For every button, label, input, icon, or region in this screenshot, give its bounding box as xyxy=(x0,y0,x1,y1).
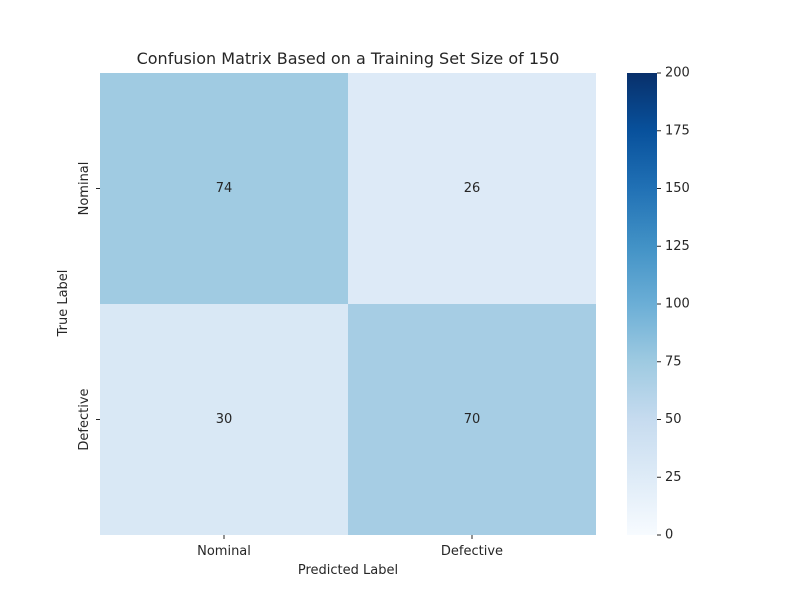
cell-value-nominal-defective: 26 xyxy=(464,181,481,196)
heatmap-cell-defective-nominal xyxy=(100,304,348,535)
colorbar-tick-label-100: 100 xyxy=(665,297,690,312)
x-tick-label-defective: Defective xyxy=(441,544,503,559)
heatmap-cell-nominal-nominal xyxy=(100,73,348,304)
chart-title: Confusion Matrix Based on a Training Set… xyxy=(137,49,560,68)
colorbar xyxy=(627,73,657,535)
heatmap-cell-labels: 74 26 30 70 xyxy=(216,181,481,427)
colorbar-tick-label-125: 125 xyxy=(665,239,690,254)
y-axis-label: True Label xyxy=(56,270,71,338)
y-axis: Nominal Defective xyxy=(77,162,100,451)
colorbar-tick-label-25: 25 xyxy=(665,470,682,485)
colorbar-tick-label-200: 200 xyxy=(665,66,690,81)
cell-value-defective-defective: 70 xyxy=(464,412,481,427)
cell-value-defective-nominal: 30 xyxy=(216,412,233,427)
colorbar-ticks: 0 25 50 75 100 125 150 175 200 xyxy=(657,66,690,543)
cell-value-nominal-nominal: 74 xyxy=(216,181,233,196)
y-tick-label-defective: Defective xyxy=(77,388,92,450)
colorbar-tick-label-0: 0 xyxy=(665,528,673,543)
heatmap-cells xyxy=(100,73,596,535)
heatmap-cell-defective-defective xyxy=(348,304,596,535)
x-tick-label-nominal: Nominal xyxy=(197,544,251,559)
colorbar-tick-label-150: 150 xyxy=(665,181,690,196)
heatmap-cell-nominal-defective xyxy=(348,73,596,304)
x-axis: Nominal Defective xyxy=(197,535,503,559)
colorbar-tick-label-175: 175 xyxy=(665,123,690,138)
x-axis-label: Predicted Label xyxy=(298,563,398,578)
colorbar-tick-label-75: 75 xyxy=(665,354,682,369)
y-tick-label-nominal: Nominal xyxy=(77,162,92,216)
colorbar-tick-label-50: 50 xyxy=(665,412,682,427)
